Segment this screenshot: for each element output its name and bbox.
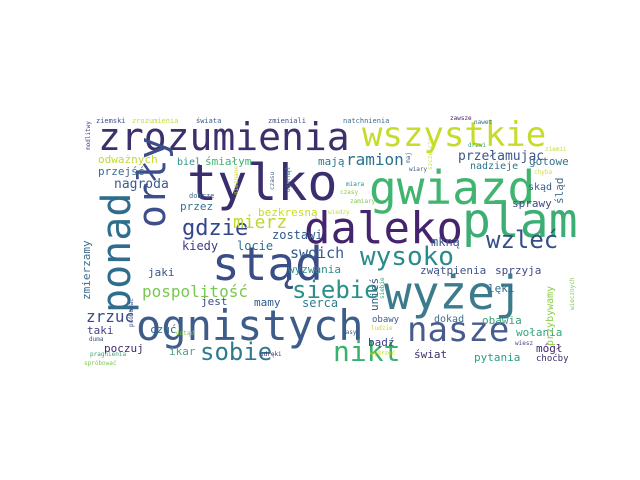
word-nawet: nawet <box>474 119 493 126</box>
word-daleko: daleko <box>304 203 463 254</box>
word-swoich: swoich <box>290 244 345 262</box>
word-sprawy: sprawy <box>512 197 552 210</box>
word-casy: casy <box>342 329 357 336</box>
word-zrozumienia-small: zrozumienia <box>132 117 179 125</box>
word-ziemski: ziemski <box>96 117 126 125</box>
word-wolania: wołania <box>516 326 563 339</box>
word-siebie-small: siebie <box>379 277 386 299</box>
word-bezkresna: bezkresną <box>258 206 318 219</box>
word-wysoko: wysoko <box>360 242 454 272</box>
word-swiata: świata <box>196 117 222 125</box>
word-wyzwania: wyzwania <box>288 263 341 276</box>
word-czasy: czasy <box>340 189 359 196</box>
word-przelamujac: przełamując <box>458 149 545 164</box>
word-zawsze: zawsze <box>450 115 472 122</box>
word-kiedy: kiedy <box>182 239 219 253</box>
word-ogarnal: ogarnął <box>285 166 292 192</box>
word-nikt: nikt <box>333 335 401 368</box>
word-zmieniali: zmieniali <box>268 117 306 125</box>
word-maj: maj <box>405 152 412 163</box>
word-chyba: chyba <box>534 169 553 176</box>
word-dobrze: dobrze <box>189 192 215 200</box>
word-siebie: siebie <box>292 276 379 304</box>
word-jaki: jaki <box>148 266 175 279</box>
word-gwiazd: gwiazd <box>369 161 536 215</box>
word-drzwi: drzwi <box>468 142 487 149</box>
word-taki: taki <box>87 324 114 337</box>
word-wiedzy: wiedzy <box>328 209 350 216</box>
word-skad: skąd <box>528 182 553 193</box>
word-zrzuc: zrzuć <box>86 307 135 326</box>
word-gotowe: gotowe <box>529 155 569 168</box>
word-zrozumienia: zrozumienia <box>98 115 350 159</box>
word-plam: plam <box>462 193 578 249</box>
word-stad: stąd <box>212 237 323 291</box>
word-sobie: sobie <box>200 338 273 366</box>
word-odwaznych: odważnych <box>98 153 158 166</box>
word-zwatpienia: zwątpienia <box>420 264 487 277</box>
word-mierz: mierz <box>233 212 288 233</box>
word-wydrzec: wydrzeć <box>370 350 396 357</box>
word-przejsc: przejść <box>98 165 145 178</box>
word-jest: jest <box>201 295 228 308</box>
word-miara: miara <box>346 181 365 188</box>
word-pragnienia: pragnienia <box>90 351 127 358</box>
word-gdzie: gdzie <box>182 216 249 241</box>
word-tylko: tylko <box>187 154 338 212</box>
word-sprzyja: sprzyja <box>495 264 542 277</box>
word-ikar: ikar <box>169 345 196 358</box>
word-wiary: wiary <box>409 166 428 173</box>
word-zamiary: zamiary <box>350 198 376 205</box>
word-ognistych: ognistych <box>136 301 364 350</box>
word-zmierzamy: zmierzamy <box>80 240 93 300</box>
word-biel: biel <box>177 157 202 168</box>
word-mogl: mógł <box>536 342 563 355</box>
word-sprobowac: spróbować <box>84 360 117 367</box>
word-nieznane: nieznane <box>233 166 240 195</box>
word-zostawi: zostawi <box>272 228 323 242</box>
word-ludzie: ludzie <box>371 325 393 332</box>
word-ziemii: ziemii <box>545 146 567 153</box>
word-serca: serca <box>302 296 339 310</box>
word-przez: przez <box>180 200 214 213</box>
word-ramion: ramion <box>346 150 404 169</box>
word-pytania: pytania <box>474 351 521 364</box>
word-leki: lęki <box>488 282 515 295</box>
word-probowac: próbować <box>128 298 135 327</box>
word-locie: locie <box>237 239 274 253</box>
word-wiesz: wiesz <box>515 340 534 347</box>
word-nasze: nasze <box>407 310 510 350</box>
word-pospolitosc: pospolitość <box>142 282 248 301</box>
word-chocby: choćby <box>536 354 569 364</box>
word-udreki: udręki <box>260 351 282 358</box>
word-obawia: obawia <box>482 314 522 327</box>
word-wzlec: wzleć <box>486 226 559 254</box>
word-wyzej: wyżej <box>384 266 523 320</box>
word-wiecznych: wiecznych <box>569 277 576 310</box>
word-poczuj: poczuj <box>104 342 144 355</box>
word-duma: duma <box>89 336 104 343</box>
word-dokad: dokąd <box>434 314 465 325</box>
word-maja: mają <box>318 155 345 168</box>
word-badz: bądź <box>368 336 395 349</box>
word-smialym: śmiałym <box>205 155 252 168</box>
word-szczescie: szczęście <box>427 137 434 170</box>
word-wszystkie: wszystkie <box>362 115 547 155</box>
word-modlitwy: modlitwy <box>85 121 92 150</box>
word-obawy: obawy <box>372 315 400 325</box>
word-dotad: dotąd <box>176 330 195 337</box>
word-czuc: czuć <box>150 323 177 336</box>
word-swiat: świat <box>414 348 448 361</box>
word-slad: śląd <box>553 177 566 205</box>
word-nagroda: nagroda <box>114 177 169 192</box>
word-czasu: czasu <box>269 171 276 190</box>
word-nadzieje: nadzieje <box>470 161 519 172</box>
word-mamy: mamy <box>254 296 281 309</box>
word-natchnienia: natchnienia <box>343 117 390 125</box>
word-przybywamy: przybywamy <box>545 285 556 346</box>
word-mkna: mkną <box>431 235 460 249</box>
